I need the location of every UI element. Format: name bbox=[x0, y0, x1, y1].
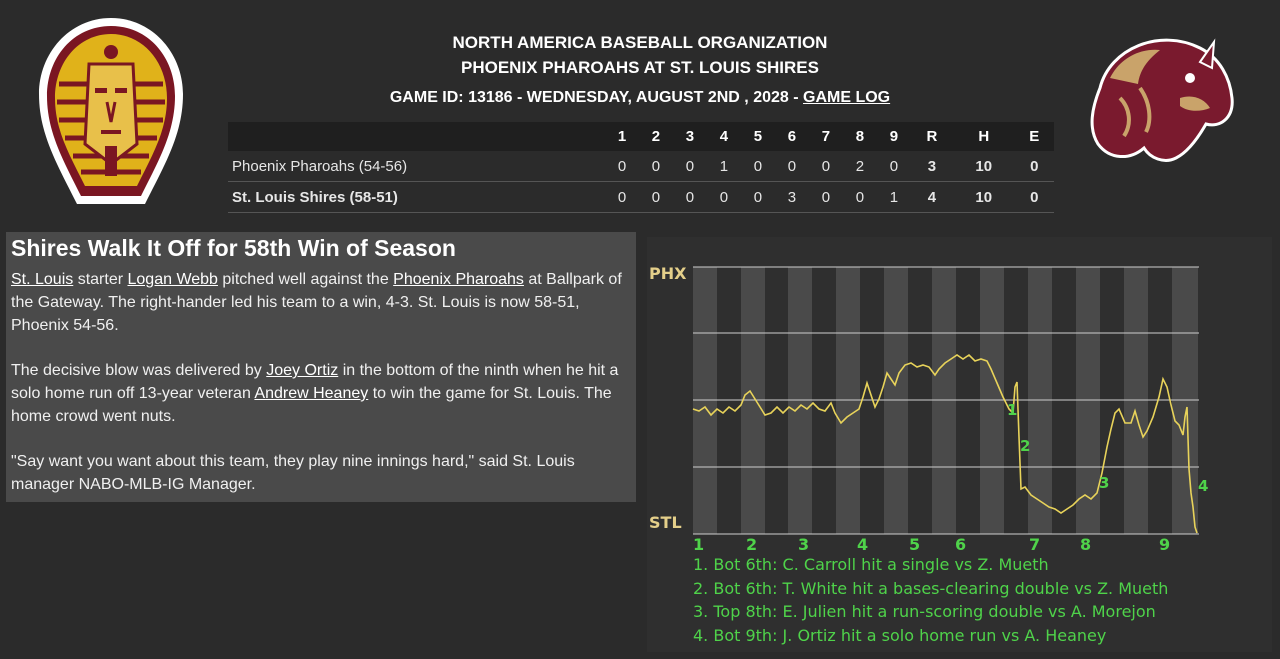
col-header: 4 bbox=[706, 122, 741, 151]
link-joey-ortiz[interactable]: Joey Ortiz bbox=[266, 362, 339, 379]
story-text: The decisive blow was delivered by bbox=[11, 362, 267, 379]
grid-lines bbox=[693, 266, 1199, 535]
line-score-header: 1 2 3 4 5 6 7 8 9 R H E bbox=[228, 122, 1054, 151]
inning-label: 4 bbox=[857, 535, 868, 554]
inning-cell: 0 bbox=[774, 151, 809, 182]
game-log-link[interactable]: GAME LOG bbox=[803, 89, 891, 106]
key-event: 1. Bot 6th: C. Carroll hit a single vs Z… bbox=[693, 555, 1049, 574]
col-header: 6 bbox=[774, 122, 809, 151]
col-header: 1 bbox=[605, 122, 639, 151]
col-header: 7 bbox=[808, 122, 843, 151]
top-team-label: PHX bbox=[649, 264, 687, 283]
story-headline: Shires Walk It Off for 58th Win of Seaso… bbox=[11, 235, 456, 261]
team-name-home: St. Louis Shires (58-51) bbox=[228, 181, 605, 213]
col-header: 5 bbox=[740, 122, 775, 151]
link-st-louis[interactable]: St. Louis bbox=[11, 271, 74, 288]
line-score-row-away: Phoenix Pharoahs (54-56) 0 0 0 1 0 0 0 2… bbox=[228, 151, 1054, 182]
pharaoh-logo bbox=[39, 18, 183, 204]
org-title: NORTH AMERICA BASEBALL ORGANIZATION bbox=[452, 33, 828, 52]
story-text: to win the game for St. Louis. The home … bbox=[11, 385, 612, 425]
link-logan-webb[interactable]: Logan Webb bbox=[127, 271, 218, 288]
story-text: in the bottom of the ninth when he hit a… bbox=[11, 362, 619, 402]
runs-cell: 4 bbox=[910, 181, 954, 213]
event-markers: 1 2 3 4 bbox=[1007, 401, 1208, 495]
inning-cell: 0 bbox=[842, 181, 877, 213]
key-event: 2. Bot 6th: T. White hit a bases-clearin… bbox=[693, 578, 1169, 598]
key-events-list: 1. Bot 6th: C. Carroll hit a single vs Z… bbox=[693, 553, 1273, 647]
inning-cell: 0 bbox=[605, 181, 639, 213]
story-paragraph-1: St. Louis starter Logan Webb pitched wel… bbox=[11, 268, 636, 337]
story-paragraph-3: "Say want you want about this team, they… bbox=[11, 453, 575, 493]
game-story: Shires Walk It Off for 58th Win of Seaso… bbox=[6, 232, 636, 502]
link-phoenix-pharoahs[interactable]: Phoenix Pharoahs bbox=[393, 271, 524, 288]
inning-cell: 0 bbox=[706, 181, 741, 213]
story-text: at Ballpark of the Gateway. The right-ha… bbox=[11, 271, 622, 334]
inning-cell: 0 bbox=[605, 151, 639, 182]
col-header: 2 bbox=[638, 122, 673, 151]
event-marker: 1 bbox=[1007, 401, 1017, 419]
win-probability-line bbox=[692, 353, 1198, 534]
errors-cell: 0 bbox=[1014, 151, 1054, 182]
inning-cell: 0 bbox=[808, 181, 843, 213]
game-info-text: GAME ID: 13186 - WEDNESDAY, AUGUST 2ND ,… bbox=[389, 89, 804, 106]
story-text: pitched well against the bbox=[217, 271, 394, 288]
inning-cell: 0 bbox=[876, 151, 911, 182]
col-header-runs: R bbox=[910, 122, 954, 151]
event-marker: 2 bbox=[1020, 437, 1030, 455]
inning-label: 9 bbox=[1159, 535, 1170, 554]
hits-cell: 10 bbox=[953, 181, 1015, 213]
col-header-hits: H bbox=[953, 122, 1015, 151]
inning-label: 7 bbox=[1029, 535, 1040, 554]
col-header: 3 bbox=[672, 122, 707, 151]
col-header: 9 bbox=[876, 122, 911, 151]
inning-label: 2 bbox=[746, 535, 757, 554]
link-andrew-heaney[interactable]: Andrew Heaney bbox=[254, 385, 369, 402]
matchup-title: PHOENIX PHAROAHS AT ST. LOUIS SHIRES bbox=[461, 58, 819, 77]
inning-cell: 3 bbox=[774, 181, 809, 213]
line-score-table: 1 2 3 4 5 6 7 8 9 R H E Phoenix Pharoahs… bbox=[228, 122, 1054, 213]
line-score-row-home: St. Louis Shires (58-51) 0 0 0 0 0 3 0 0… bbox=[228, 181, 1054, 213]
team-column-header bbox=[228, 122, 605, 151]
errors-cell: 0 bbox=[1014, 181, 1054, 213]
inning-cell: 0 bbox=[672, 181, 707, 213]
col-header-errors: E bbox=[1014, 122, 1054, 151]
inning-cell: 2 bbox=[842, 151, 877, 182]
inning-cell: 1 bbox=[706, 151, 741, 182]
runs-cell: 3 bbox=[910, 151, 954, 182]
hits-cell: 10 bbox=[953, 151, 1015, 182]
horse-logo bbox=[1090, 38, 1234, 162]
inning-stripes bbox=[693, 267, 1198, 534]
inning-label: 5 bbox=[909, 535, 920, 554]
story-paragraph-2: The decisive blow was delivered by Joey … bbox=[11, 359, 636, 428]
event-marker: 3 bbox=[1099, 474, 1109, 492]
game-info: GAME ID: 13186 - WEDNESDAY, AUGUST 2ND ,… bbox=[300, 89, 980, 107]
key-event: 4. Bot 9th: J. Ortiz hit a solo home run… bbox=[693, 625, 1107, 645]
key-event: 3. Top 8th: E. Julien hit a run-scoring … bbox=[693, 602, 1156, 621]
inning-cell: 0 bbox=[638, 181, 673, 213]
win-probability-graph: PHX STL 1 2 3 4 1 2 3 4 5 6 7 8 9 bbox=[647, 237, 1272, 652]
inning-label: 8 bbox=[1080, 535, 1091, 554]
event-marker: 4 bbox=[1198, 477, 1208, 495]
col-header: 8 bbox=[842, 122, 877, 151]
inning-cell: 0 bbox=[740, 151, 775, 182]
inning-label: 1 bbox=[693, 535, 704, 554]
story-text: starter bbox=[73, 271, 128, 288]
inning-labels: 1 2 3 4 5 6 7 8 9 bbox=[693, 535, 1170, 554]
inning-cell: 0 bbox=[740, 181, 775, 213]
inning-cell: 0 bbox=[638, 151, 673, 182]
inning-cell: 0 bbox=[672, 151, 707, 182]
inning-cell: 1 bbox=[876, 181, 911, 213]
inning-label: 3 bbox=[798, 535, 809, 554]
inning-label: 6 bbox=[955, 535, 966, 554]
bottom-team-label: STL bbox=[649, 513, 682, 532]
team-name-away: Phoenix Pharoahs (54-56) bbox=[228, 151, 605, 182]
inning-cell: 0 bbox=[808, 151, 843, 182]
